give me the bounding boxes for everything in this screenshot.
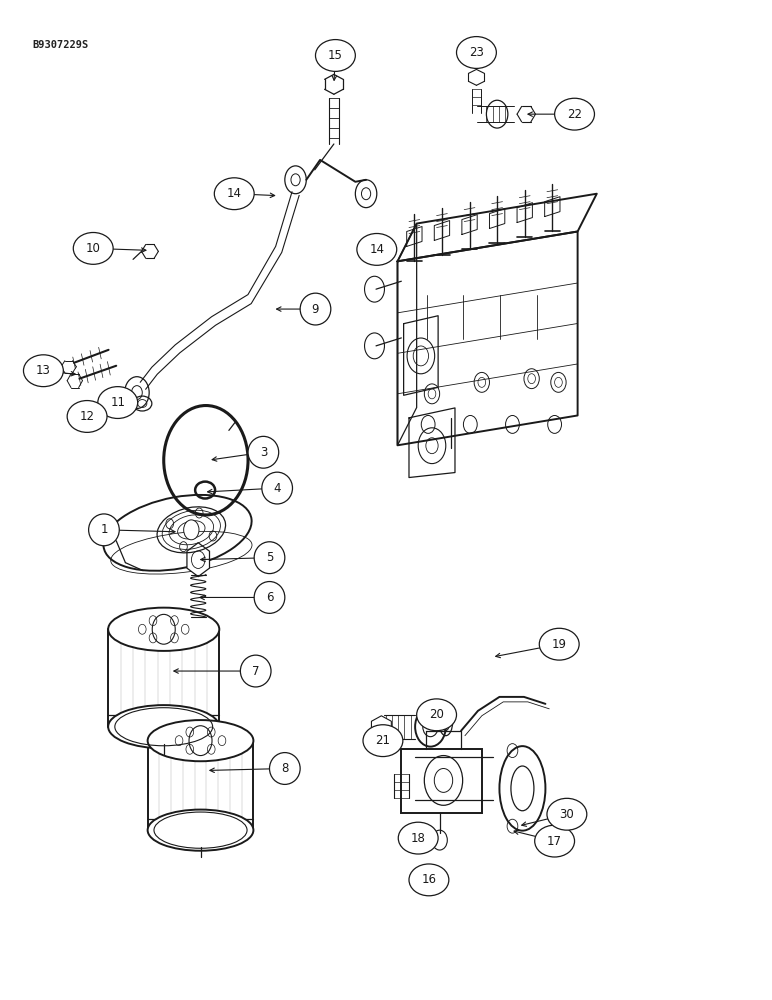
Polygon shape (187, 543, 209, 577)
Text: 11: 11 (110, 396, 125, 409)
Ellipse shape (23, 355, 63, 387)
Polygon shape (401, 749, 482, 813)
Ellipse shape (547, 798, 587, 830)
Ellipse shape (240, 655, 271, 687)
Circle shape (184, 520, 199, 540)
Text: 12: 12 (80, 410, 95, 423)
Ellipse shape (409, 864, 449, 896)
Ellipse shape (269, 753, 300, 784)
Ellipse shape (98, 387, 137, 418)
Text: 7: 7 (252, 665, 259, 678)
Ellipse shape (357, 233, 397, 265)
Text: 14: 14 (227, 187, 242, 200)
Text: 21: 21 (375, 734, 391, 747)
Text: 6: 6 (266, 591, 273, 604)
Text: 30: 30 (560, 808, 574, 821)
Ellipse shape (215, 178, 254, 210)
Text: 3: 3 (259, 446, 267, 459)
Ellipse shape (89, 514, 120, 546)
Text: 17: 17 (547, 835, 562, 848)
Text: 4: 4 (273, 482, 281, 495)
Text: 19: 19 (552, 638, 567, 651)
Ellipse shape (147, 720, 253, 761)
Text: 1: 1 (100, 523, 108, 536)
Ellipse shape (398, 822, 438, 854)
Text: 18: 18 (411, 832, 425, 845)
Text: 16: 16 (422, 873, 436, 886)
Text: 9: 9 (312, 303, 320, 316)
Text: 13: 13 (36, 364, 51, 377)
Ellipse shape (147, 810, 253, 851)
Ellipse shape (254, 582, 285, 613)
Ellipse shape (363, 725, 403, 757)
Ellipse shape (554, 98, 594, 130)
Ellipse shape (535, 825, 574, 857)
Ellipse shape (456, 37, 496, 68)
Text: B9307229S: B9307229S (32, 40, 88, 50)
Text: 15: 15 (328, 49, 343, 62)
Ellipse shape (73, 232, 113, 264)
Ellipse shape (248, 436, 279, 468)
Ellipse shape (300, 293, 331, 325)
Polygon shape (371, 716, 391, 738)
Ellipse shape (254, 542, 285, 574)
Ellipse shape (67, 401, 107, 432)
Text: 23: 23 (469, 46, 484, 59)
Ellipse shape (108, 608, 219, 651)
Text: 20: 20 (429, 708, 444, 721)
Ellipse shape (262, 472, 293, 504)
Ellipse shape (540, 628, 579, 660)
Ellipse shape (316, 40, 355, 71)
Text: 8: 8 (281, 762, 289, 775)
Ellipse shape (108, 705, 219, 748)
Text: 14: 14 (369, 243, 384, 256)
Text: 22: 22 (567, 108, 582, 121)
Text: 5: 5 (266, 551, 273, 564)
Text: 10: 10 (86, 242, 100, 255)
Ellipse shape (417, 699, 456, 731)
